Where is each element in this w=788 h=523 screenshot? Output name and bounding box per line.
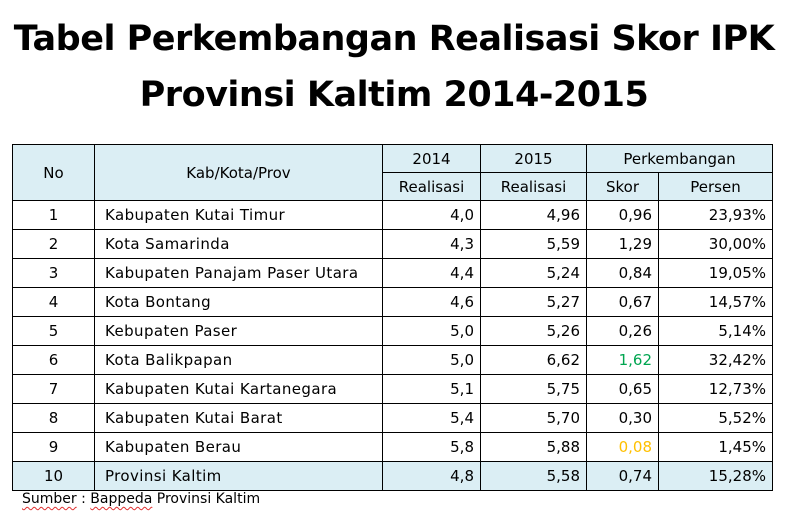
cell-percent: 23,93% [658,200,773,230]
cell-region: Kabupaten Berau [94,432,383,462]
cell-realization-2015: 5,70 [480,403,587,433]
source-rest: Provinsi Kaltim [152,491,261,507]
cell-realization-2014: 5,4 [382,403,481,433]
cell-realization-2014: 4,3 [382,229,481,259]
cell-percent: 14,57% [658,287,773,317]
cell-region: Kabupaten Kutai Barat [94,403,383,433]
cell-realization-2015: 5,24 [480,258,587,288]
header-development: Perkembangan [586,144,773,173]
page-title-line-1: Tabel Perkembangan Realisasi Skor IPK [13,19,775,59]
cell-no: 7 [12,374,95,404]
cell-percent: 5,14% [658,316,773,346]
cell-region: Kota Balikpapan [94,345,383,375]
cell-realization-2015: 5,75 [480,374,587,404]
cell-realization-2015: 5,27 [480,287,587,317]
cell-no: 1 [12,200,95,230]
cell-region: Kabupaten Panajam Paser Utara [94,258,383,288]
cell-score: 1,62 [586,345,659,375]
cell-no: 5 [12,316,95,346]
header-percent: Persen [658,172,773,201]
cell-realization-2014: 5,0 [382,345,481,375]
header-year-2015: 2015 [480,144,587,173]
table-row: 1 Kabupaten Kutai Timur 4,0 4,96 0,96 23,93% [12,200,773,230]
ipk-table: No Kab/Kota/Prov 2014 2015 Perkembangan … [12,144,773,491]
cell-score: 0,84 [586,258,659,288]
page-title-line-2: Provinsi Kaltim 2014-2015 [139,75,649,115]
header-score: Skor [586,172,659,201]
cell-region: Kebupaten Paser [94,316,383,346]
cell-score: 0,26 [586,316,659,346]
source-org: Bappeda [90,491,153,507]
cell-no: 3 [12,258,95,288]
table-header: No Kab/Kota/Prov 2014 2015 Perkembangan … [12,144,773,201]
header-year-2014: 2014 [382,144,481,173]
cell-percent: 32,42% [658,345,773,375]
cell-region: Kabupaten Kutai Kartanegara [94,374,383,404]
cell-no: 10 [12,461,95,491]
cell-score: 0,08 [586,432,659,462]
cell-percent: 5,52% [658,403,773,433]
table-body: 1 Kabupaten Kutai Timur 4,0 4,96 0,96 23,93% 2… [12,200,773,491]
cell-region: Kota Samarinda [94,229,383,259]
table-row: 2 Kota Samarinda 4,3 5,59 1,29 30,00% [12,229,773,259]
cell-score: 0,65 [586,374,659,404]
table-row: 8 Kabupaten Kutai Barat 5,4 5,70 0,30 5,52% [12,403,773,433]
table-row: 7 Kabupaten Kutai Kartanegara 5,1 5,75 0,65 1… [12,374,773,404]
header-no: No [12,144,95,201]
cell-realization-2015: 5,59 [480,229,587,259]
table-row: 4 Kota Bontang 4,6 5,27 0,67 14,57% [12,287,773,317]
cell-realization-2014: 4,4 [382,258,481,288]
source-label: Sumber [22,491,77,507]
cell-realization-2014: 4,6 [382,287,481,317]
cell-percent: 15,28% [658,461,773,491]
cell-no: 6 [12,345,95,375]
cell-realization-2015: 5,58 [480,461,587,491]
table-row: 9 Kabupaten Berau 5,8 5,88 0,08 1,45% [12,432,773,462]
cell-score: 0,74 [586,461,659,491]
cell-score: 0,96 [586,200,659,230]
cell-score: 1,29 [586,229,659,259]
cell-percent: 19,05% [658,258,773,288]
header-region: Kab/Kota/Prov [94,144,383,201]
cell-realization-2015: 5,26 [480,316,587,346]
cell-region: Provinsi Kaltim [94,461,383,491]
cell-realization-2015: 5,88 [480,432,587,462]
header-realization-2015: Realisasi [480,172,587,201]
cell-score: 0,30 [586,403,659,433]
cell-realization-2014: 5,8 [382,432,481,462]
cell-realization-2014: 4,8 [382,461,481,491]
cell-no: 9 [12,432,95,462]
cell-percent: 1,45% [658,432,773,462]
cell-no: 2 [12,229,95,259]
cell-region: Kabupaten Kutai Timur [94,200,383,230]
cell-region: Kota Bontang [94,287,383,317]
cell-realization-2014: 4,0 [382,200,481,230]
cell-realization-2014: 5,0 [382,316,481,346]
source-note: Sumber : Bappeda Provinsi Kaltim [22,491,260,507]
cell-percent: 30,00% [658,229,773,259]
cell-realization-2015: 4,96 [480,200,587,230]
source-separator: : [76,491,91,507]
cell-realization-2015: 6,62 [480,345,587,375]
cell-score: 0,67 [586,287,659,317]
cell-no: 4 [12,287,95,317]
header-realization-2014: Realisasi [382,172,481,201]
table-row: 5 Kebupaten Paser 5,0 5,26 0,26 5,14% [12,316,773,346]
table-row: 10 Provinsi Kaltim 4,8 5,58 0,74 15,28% [12,461,773,491]
cell-no: 8 [12,403,95,433]
cell-realization-2014: 5,1 [382,374,481,404]
cell-percent: 12,73% [658,374,773,404]
table-row: 6 Kota Balikpapan 5,0 6,62 1,62 32,42% [12,345,773,375]
table-row: 3 Kabupaten Panajam Paser Utara 4,4 5,24 0,8… [12,258,773,288]
